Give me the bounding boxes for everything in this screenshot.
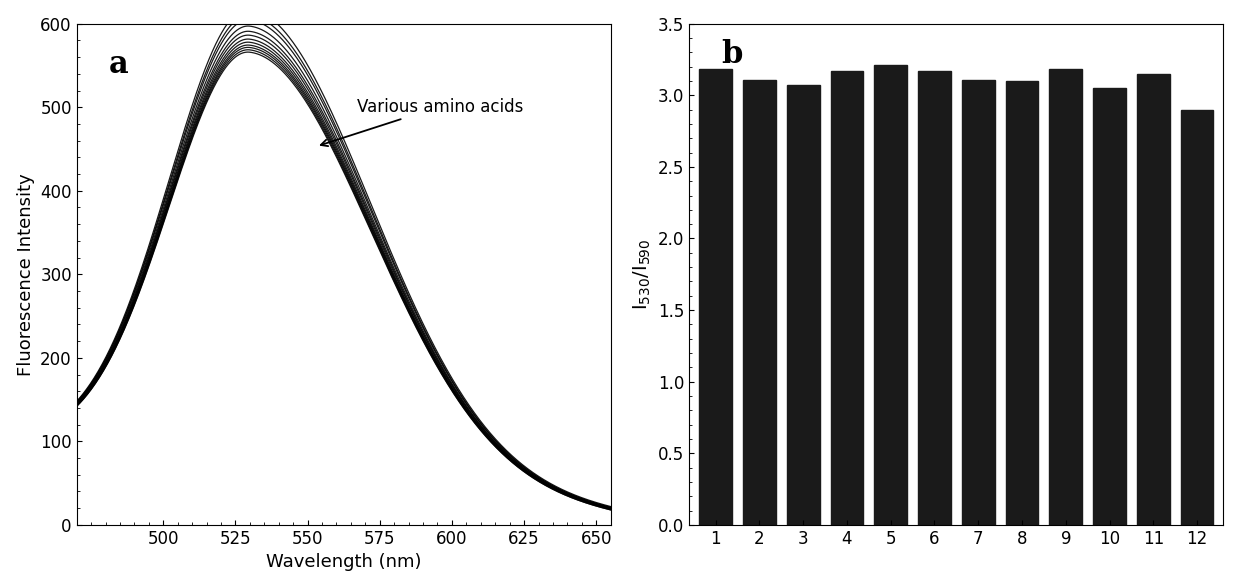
X-axis label: Wavelength (nm): Wavelength (nm) [265, 553, 422, 572]
Bar [743, 79, 776, 525]
Y-axis label: $\mathrm{I_{530}/I_{590}}$: $\mathrm{I_{530}/I_{590}}$ [631, 239, 652, 310]
Bar [831, 71, 863, 525]
Bar [1137, 74, 1169, 525]
Bar [699, 69, 732, 525]
Bar [786, 85, 820, 525]
Text: b: b [722, 39, 743, 70]
Bar [962, 79, 994, 525]
Bar [1006, 81, 1038, 525]
Bar [918, 71, 951, 525]
Bar [1049, 69, 1083, 525]
Bar [1180, 109, 1214, 525]
Y-axis label: Fluorescence Intensity: Fluorescence Intensity [16, 173, 35, 376]
Text: a: a [109, 49, 129, 80]
Bar [874, 65, 908, 525]
Text: Various amino acids: Various amino acids [321, 98, 523, 146]
Bar [1094, 88, 1126, 525]
